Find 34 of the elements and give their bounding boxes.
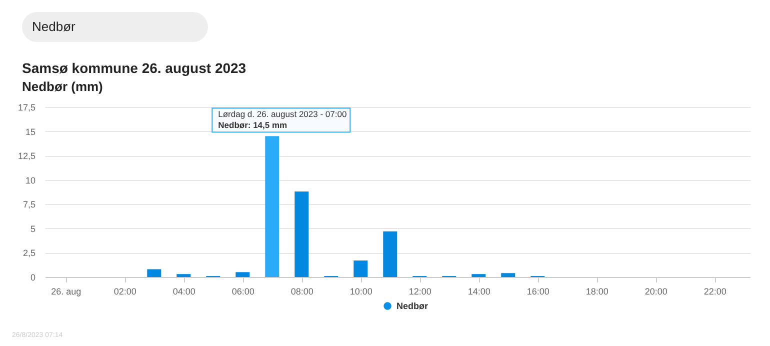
legend-label: Nedbør [396, 301, 428, 311]
y-tick-label: 15 [25, 126, 36, 137]
x-tick-label: 16:00 [526, 286, 550, 296]
y-tick-label: 17,5 [18, 102, 36, 112]
x-tick-label: 14:00 [468, 286, 490, 296]
y-tick-label: 12,5 [18, 151, 36, 162]
y-tick-label: 10 [25, 175, 36, 186]
bar [354, 260, 368, 277]
bar [265, 136, 280, 277]
x-tick-label: 10:00 [350, 286, 372, 296]
x-tick-label: 08:00 [290, 286, 314, 296]
bar [176, 274, 191, 277]
y-tick-label: 5 [30, 224, 36, 234]
x-tick-label: 02:00 [114, 286, 136, 296]
chart-subtitle: Nedbør (mm) [22, 79, 103, 94]
x-tick-label: 06:00 [232, 286, 254, 296]
bar [383, 231, 398, 277]
bar [236, 272, 250, 277]
bar [294, 192, 309, 277]
x-tick-label: 20:00 [644, 286, 668, 296]
chart-title: Samsø kommune 26. august 2023 [22, 60, 246, 76]
x-tick-label: 18:00 [586, 286, 608, 296]
bar [472, 274, 486, 277]
y-tick-label: 0 [30, 272, 36, 282]
x-tick-label: 12:00 [408, 286, 432, 296]
y-tick-label: 2,5 [22, 248, 36, 258]
bar [147, 269, 162, 277]
x-tick-label: 22:00 [704, 286, 726, 296]
x-tick-label: 04:00 [172, 286, 196, 296]
y-tick-label: 7,5 [22, 200, 36, 210]
text: Nedbør [32, 19, 76, 34]
annotation: Lørdag d. 26. august 2023 - 07:00 Nedbør: 14,5 mm [218, 109, 347, 130]
x-tick-label: 26. aug [51, 286, 82, 296]
bar [501, 273, 516, 277]
